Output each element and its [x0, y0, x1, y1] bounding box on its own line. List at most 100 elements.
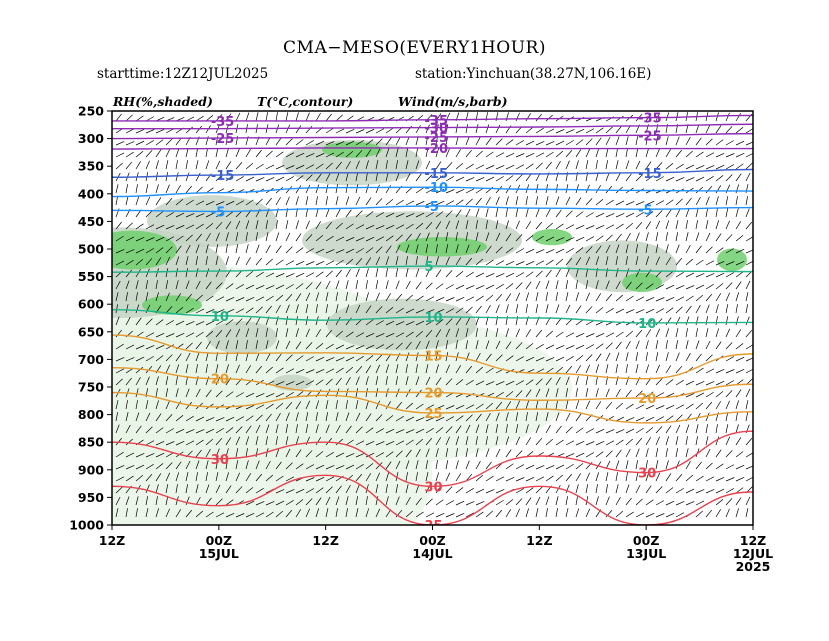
- wind-barb: [565, 376, 570, 386]
- wind-barb: [665, 257, 672, 266]
- wind-barb: [435, 319, 444, 326]
- wind-barb: [355, 440, 365, 446]
- wind-barb: [415, 448, 421, 458]
- wind-barb: [475, 403, 484, 410]
- wind-barb: [505, 220, 509, 230]
- wind-barb: [575, 376, 579, 386]
- wind-barb: [205, 233, 211, 242]
- wind-barb: [475, 460, 481, 470]
- wind-barb: [565, 508, 569, 518]
- wind-barb: [265, 305, 272, 314]
- contour-label: 25: [425, 407, 443, 422]
- wind-barb: [685, 305, 692, 314]
- wind-barb: [285, 294, 293, 302]
- wind-barb: [585, 376, 589, 386]
- wind-barb: [665, 436, 669, 446]
- wind-barb: [665, 199, 674, 206]
- wind-barb: [345, 453, 355, 458]
- wind-barb: [215, 212, 224, 218]
- wind-barb: [635, 148, 639, 158]
- wind-barb: [345, 280, 349, 290]
- wind-barb: [195, 256, 198, 266]
- wind-barb: [315, 184, 320, 194]
- wind-barb: [375, 452, 384, 458]
- wind-barb: [165, 236, 175, 242]
- wind-barb: [475, 352, 481, 362]
- wind-barb: [215, 268, 221, 278]
- wind-barb: [325, 280, 331, 290]
- wind-barb: [705, 208, 709, 218]
- wind-barb: [395, 332, 405, 338]
- wind-barb: [185, 185, 192, 194]
- wind-barb: [175, 333, 185, 338]
- wind-barb: [205, 428, 215, 434]
- wind-barb: [545, 161, 552, 170]
- wind-barb: [135, 496, 139, 506]
- wind-barb: [635, 212, 644, 218]
- wind-barb: [315, 437, 322, 446]
- wind-barb: [425, 282, 433, 290]
- wind-barb: [115, 343, 124, 350]
- wind-barb: [375, 198, 383, 206]
- wind-barb: [745, 221, 753, 230]
- wind-barb: [175, 415, 184, 422]
- wind-barb: [295, 139, 304, 146]
- wind-barb: [635, 296, 645, 302]
- wind-barb: [615, 308, 625, 314]
- wind-barb: [385, 333, 395, 338]
- y-tick-label: 300: [78, 131, 104, 146]
- wind-barb: [485, 475, 494, 482]
- wind-barb: [575, 400, 580, 410]
- wind-barb: [525, 356, 535, 362]
- wind-barb: [275, 305, 281, 314]
- temperature-contour: [112, 265, 753, 273]
- wind-barb: [655, 308, 664, 314]
- wind-barb: [605, 401, 613, 410]
- wind-barb: [565, 365, 573, 374]
- wind-barb: [195, 280, 201, 290]
- wind-barb: [395, 321, 405, 326]
- wind-barb: [615, 388, 621, 398]
- wind-barb: [385, 245, 392, 254]
- wind-barb: [505, 293, 512, 302]
- wind-barb: [255, 340, 258, 350]
- wind-barb: [225, 427, 234, 434]
- wind-barb: [205, 330, 214, 338]
- wind-barb: [415, 148, 418, 158]
- wind-barb: [115, 280, 121, 290]
- wind-barb: [545, 292, 548, 302]
- wind-barb: [585, 246, 593, 254]
- wind-barb: [625, 364, 628, 374]
- wind-barb: [365, 224, 375, 230]
- wind-barb: [425, 340, 430, 350]
- wind-barb: [415, 403, 424, 410]
- wind-barb: [285, 340, 291, 350]
- wind-barb: [225, 499, 234, 506]
- wind-barb: [415, 330, 424, 338]
- wind-barb: [215, 232, 220, 242]
- wind-barb: [335, 141, 345, 146]
- wind-barb: [145, 248, 154, 254]
- wind-barb: [375, 160, 379, 170]
- wind-barb: [375, 333, 385, 338]
- wind-barb: [435, 377, 442, 386]
- wind-barb: [375, 292, 380, 302]
- wind-barb: [385, 199, 394, 206]
- wind-barb: [145, 356, 154, 362]
- wind-barb: [175, 376, 178, 386]
- wind-barb: [415, 472, 418, 482]
- wind-barb: [275, 112, 278, 122]
- wind-barb: [485, 165, 495, 170]
- wind-barb: [265, 197, 272, 206]
- wind-barb: [705, 448, 711, 458]
- wind-barb: [455, 500, 465, 506]
- wind-barb: [365, 197, 372, 206]
- wind-barb: [285, 186, 293, 194]
- wind-barb: [395, 268, 398, 278]
- wind-barb: [705, 220, 709, 230]
- wind-barb: [455, 209, 462, 218]
- wind-barb: [425, 448, 430, 458]
- wind-barb: [595, 440, 605, 446]
- wind-barb: [505, 247, 514, 254]
- wind-barb: [715, 260, 725, 266]
